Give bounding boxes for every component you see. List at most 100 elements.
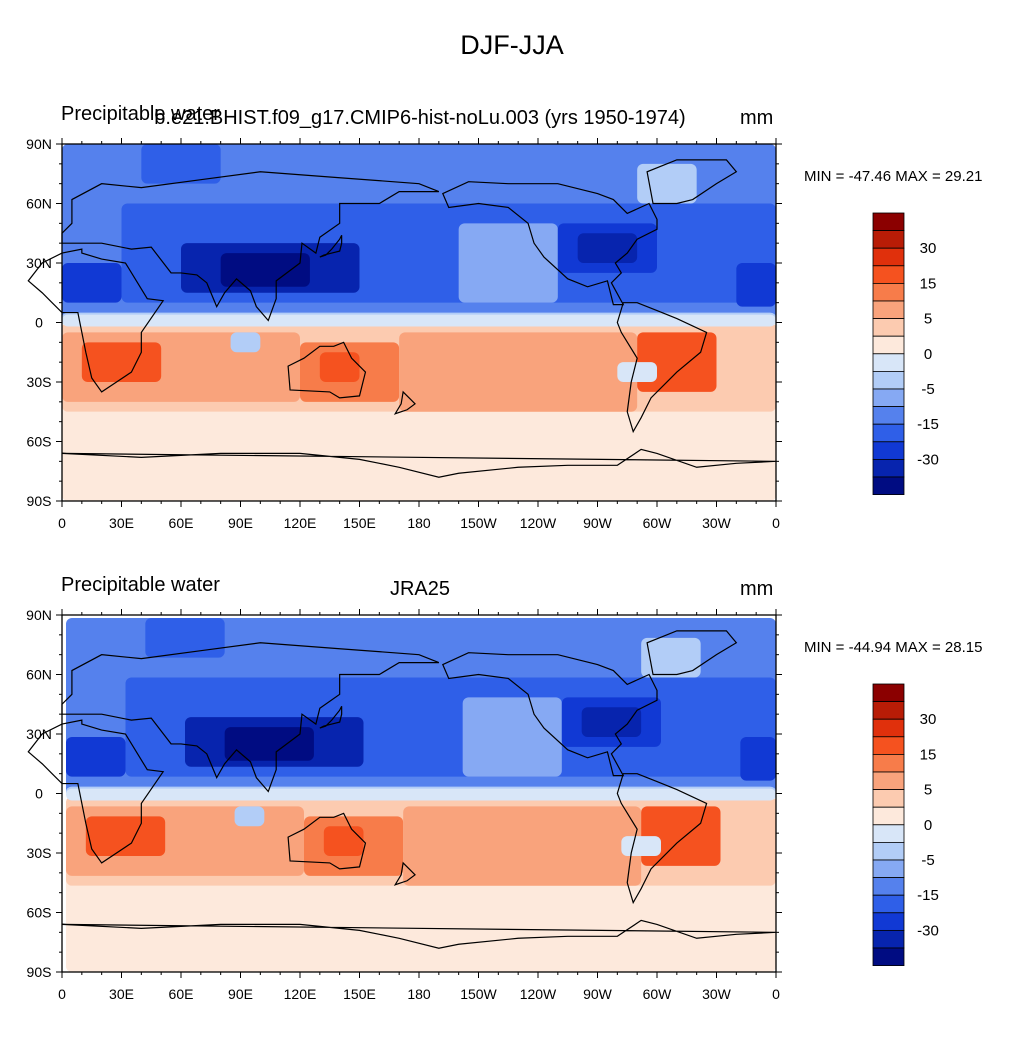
lon-tick-label: 0 — [772, 986, 780, 1002]
colorbar-label: -15 — [917, 887, 939, 904]
contour-band — [458, 223, 558, 303]
lat-tick-label: 30N — [26, 726, 52, 742]
coastline — [287, 812, 367, 870]
lon-tick-label: 0 — [58, 986, 66, 1002]
colorbar-swatch — [872, 894, 905, 914]
coastline — [616, 773, 708, 905]
colorbar-label: -5 — [921, 381, 934, 398]
panel-units-label: mm — [740, 107, 774, 129]
coastline — [319, 705, 343, 729]
colorbar-swatch — [872, 388, 905, 408]
lon-tick-label: 60E — [169, 986, 194, 1002]
colorbar-swatch — [872, 877, 905, 896]
coastline — [393, 861, 416, 886]
coastline — [27, 719, 165, 864]
colorbar-swatch — [872, 683, 905, 703]
coastline — [61, 171, 440, 322]
lat-tick-label: 90N — [26, 136, 52, 152]
panel-minmax-label: MIN = -47.46 MAX = 29.21 — [804, 168, 983, 185]
colorbar-swatch — [872, 929, 905, 949]
contour-band — [141, 144, 221, 184]
coastline — [61, 919, 777, 949]
contour-band — [220, 253, 310, 287]
lat-tick-label: 90S — [27, 493, 52, 509]
colorbar-swatch — [872, 335, 905, 355]
figure-title: DJF-JJA — [460, 30, 564, 60]
colorbar-swatch — [872, 806, 905, 826]
panel-model: Precipitable water b.e21.BHIST.f09_g17.C… — [0, 95, 1024, 570]
colorbar-label: -15 — [917, 416, 939, 433]
map-plot-reanalysis: 90N 60N 30N 0 30S 60S 90S 0 30E 60E 90E 120E 150E 180… — [26, 607, 939, 1002]
colorbar-swatch — [872, 824, 905, 843]
lat-tick-label: 0 — [35, 315, 43, 331]
lon-tick-label: 120E — [284, 986, 317, 1002]
coastlines — [27, 630, 777, 949]
contour-band — [323, 826, 364, 856]
contour-band — [62, 411, 776, 501]
colorbar-swatch — [872, 300, 905, 320]
contour-band — [740, 737, 776, 781]
lon-tick-label: 90W — [583, 986, 613, 1002]
colorbar-swatch — [872, 718, 905, 738]
contour-band — [62, 314, 776, 327]
lon-tick-label: 30W — [702, 986, 732, 1002]
lon-tick-label: 0 — [772, 515, 780, 531]
colorbar-swatch — [872, 701, 905, 720]
lon-tick-label: 30E — [109, 986, 134, 1002]
contour-band — [621, 836, 661, 856]
contour-band — [637, 163, 697, 204]
colorbar-label: -30 — [917, 451, 939, 468]
colorbar-swatch — [872, 282, 905, 302]
colorbar: 30 15 5 0 -5 -15 -30 — [872, 212, 939, 496]
lon-tick-label: 120E — [284, 515, 317, 531]
contour-band — [462, 697, 562, 777]
coastline — [319, 234, 343, 258]
lon-tick-label: 120W — [520, 986, 557, 1002]
lat-tick-label: 30S — [27, 845, 52, 861]
lat-tick-label: 60N — [26, 667, 52, 683]
lon-tick-label: 150E — [343, 515, 376, 531]
colorbar-label: 30 — [920, 240, 937, 257]
colorbar-swatch — [872, 841, 905, 861]
colorbar-swatch — [872, 912, 905, 931]
coastline — [442, 652, 658, 777]
colorbar-label: 30 — [920, 711, 937, 728]
colorbar-label: 5 — [924, 782, 932, 799]
contour-band — [637, 332, 717, 392]
colorbar-swatch — [872, 406, 905, 425]
colorbar-swatch — [872, 736, 905, 755]
colorbar-swatch — [872, 212, 905, 232]
lat-tick-label: 90S — [27, 964, 52, 980]
coastline — [646, 159, 738, 205]
colorbar-swatch — [872, 247, 905, 267]
coastline — [287, 341, 367, 399]
lat-tick-label: 60N — [26, 196, 52, 212]
panel-variable-label: Precipitable water — [61, 103, 220, 125]
contour-band — [62, 263, 122, 303]
contour-band — [85, 816, 166, 856]
colorbar-swatch — [872, 458, 905, 478]
lon-tick-label: 90E — [228, 986, 253, 1002]
contour-band — [641, 637, 701, 678]
coastline — [646, 630, 738, 676]
contour-band — [399, 332, 638, 412]
colorbar-label: 15 — [920, 746, 937, 763]
contour-band — [617, 362, 657, 382]
colorbar-label: 15 — [920, 275, 937, 292]
panel-case-label: b.e21.BHIST.f09_g17.CMIP6-hist-noLu.003 … — [154, 107, 686, 129]
panel-minmax-label: MIN = -44.94 MAX = 28.15 — [804, 639, 983, 656]
colorbar-swatch — [872, 423, 905, 443]
map-plot-model: 90N 60N 30N 0 30S 60S 90S 0 30E 60E 90E 120E 150E 180… — [26, 136, 939, 531]
lon-tick-label: 180 — [407, 986, 431, 1002]
lon-tick-label: 150W — [460, 986, 497, 1002]
lon-tick-label: 0 — [58, 515, 66, 531]
lon-tick-label: 60W — [643, 986, 673, 1002]
colorbar-swatch — [872, 476, 905, 496]
anomaly-field — [62, 144, 776, 501]
contour-band — [66, 737, 126, 777]
contour-band — [224, 727, 314, 761]
colorbar-swatch — [872, 370, 905, 390]
colorbar-swatch — [872, 230, 905, 249]
lon-tick-label: 30W — [702, 515, 732, 531]
colorbar-swatch — [872, 441, 905, 460]
